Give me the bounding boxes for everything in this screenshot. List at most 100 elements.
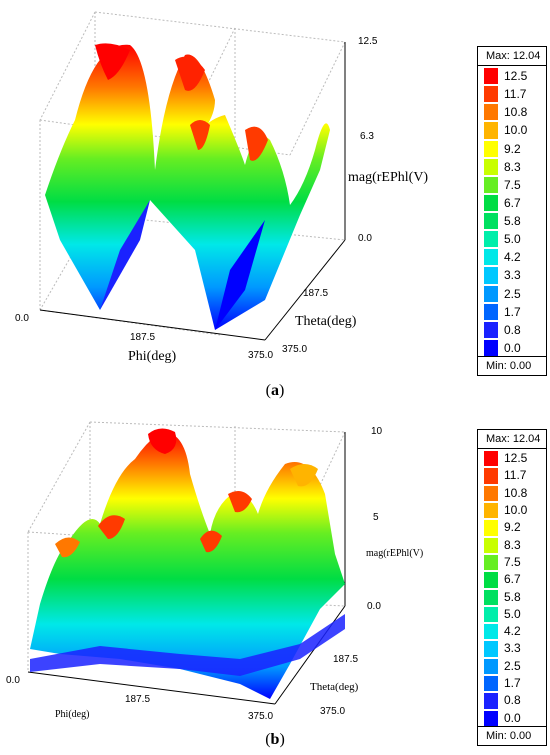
legend-level-label: 3.3 [504, 268, 521, 283]
legend-swatch [484, 231, 498, 248]
y-tick-b-0: 187.5 [333, 654, 358, 665]
z-tick-b-2: 10 [371, 426, 383, 437]
x-tick-b-0: 0.0 [6, 675, 20, 686]
y-tick-a-0: 187.5 [303, 288, 328, 299]
legend-level-label: 11.7 [504, 87, 527, 102]
legend-level-label: 1.7 [504, 676, 521, 691]
legend-min-b: Min: 0.00 [478, 726, 546, 745]
legend-swatch [484, 710, 498, 726]
legend-swatch [484, 158, 498, 175]
legend-level-label: 8.3 [504, 159, 521, 174]
legend-swatch [484, 624, 498, 640]
legend-level-label: 3.3 [504, 641, 521, 656]
legend-swatch [484, 451, 498, 467]
legend-level-label: 0.8 [504, 322, 521, 337]
color-legend-a: Max: 12.04 12.5 11.7 10.8 10.0 9.2 8.3 7.5 6.7 5… [477, 46, 547, 376]
color-legend-b: Max: 12.04 12.5 11.7 10.8 10.0 9.2 8.3 7.5 6.7 5… [477, 429, 547, 746]
legend-scale-a: 12.5 11.7 10.8 10.0 9.2 8.3 7.5 6.7 5.8 5.0 4.2 3.3… [478, 66, 546, 356]
legend-level-label: 6.7 [504, 572, 521, 587]
legend-level-label: 8.3 [504, 537, 521, 552]
legend-swatch [484, 249, 498, 266]
chart-panel-b: 0.0 187.5 375.0 187.5 375.0 0.0 5 10 Phi… [0, 414, 550, 750]
legend-scale-b: 12.5 11.7 10.8 10.0 9.2 8.3 7.5 6.7 5.8 5.0 4.2 3.3… [478, 449, 546, 726]
legend-level-label: 4.2 [504, 624, 521, 639]
legend-swatch [484, 140, 498, 157]
legend-max-a: Max: 12.04 [478, 47, 546, 66]
legend-swatch [484, 339, 498, 356]
legend-swatch [484, 267, 498, 284]
legend-level-label: 10.0 [504, 123, 528, 138]
legend-level-label: 2.5 [504, 658, 521, 673]
legend-level-label: 12.5 [504, 69, 528, 83]
legend-level-label: 4.2 [504, 250, 521, 265]
legend-swatch [484, 303, 498, 320]
legend-level-label: 9.2 [504, 141, 521, 156]
legend-swatch [484, 285, 498, 302]
surface-plot-a: 0.0 187.5 375.0 187.5 375.0 0.0 6.3 12.5… [15, 11, 428, 364]
axes-a [39, 42, 346, 341]
y-axis-label-a: Theta(deg) [295, 314, 357, 329]
z-tick-a-1: 6.3 [360, 131, 374, 142]
legend-level-label: 7.5 [504, 554, 521, 569]
z-axis-label-a: mag(rEPhl(V) [348, 170, 428, 185]
legend-swatch [484, 606, 498, 623]
z-tick-a-0: 0.0 [358, 233, 372, 244]
legend-swatch [484, 658, 498, 675]
legend-swatch [484, 641, 498, 657]
legend-level-label: 5.0 [504, 232, 521, 247]
legend-swatch [484, 468, 498, 484]
x-tick-b-1: 187.5 [125, 694, 150, 705]
legend-level-label: 5.0 [504, 606, 521, 621]
legend-level-label: 7.5 [504, 177, 521, 192]
legend-level-label: 0.0 [504, 340, 521, 355]
z-tick-a-2: 12.5 [358, 36, 378, 47]
y-tick-b-1: 375.0 [320, 706, 345, 717]
legend-swatch [484, 589, 498, 605]
caption-a: (a) [265, 382, 285, 399]
legend-swatch [484, 213, 498, 230]
legend-level-label: 9.2 [504, 520, 521, 535]
x-tick-a-0: 0.0 [15, 313, 29, 324]
surface-a [45, 43, 330, 331]
legend-max-b: Max: 12.04 [478, 430, 546, 449]
y-tick-a-1: 375.0 [282, 344, 307, 355]
legend-swatch [484, 485, 498, 501]
legend-level-label: 10.8 [504, 485, 528, 500]
legend-level-label: 10.8 [504, 105, 528, 120]
legend-level-label: 10.0 [504, 502, 528, 517]
legend-level-label: 6.7 [504, 195, 521, 210]
y-axis-label-b: Theta(deg) [310, 681, 359, 693]
legend-swatch [484, 68, 498, 85]
legend-level-label: 2.5 [504, 286, 521, 301]
legend-swatch [484, 86, 498, 103]
legend-level-label: 0.8 [504, 693, 521, 708]
legend-swatch [484, 572, 498, 588]
x-tick-a-2: 375.0 [248, 350, 273, 361]
x-axis-label-b: Phi(deg) [55, 709, 89, 720]
surface-b [30, 428, 345, 699]
x-axis-label-a: Phi(deg) [128, 349, 177, 364]
legend-swatch [484, 104, 498, 121]
z-axis-label-b: mag(rEPhl(V) [366, 548, 423, 559]
legend-level-label: 11.7 [504, 468, 527, 483]
chart-panel-a: 0.0 187.5 375.0 187.5 375.0 0.0 6.3 12.5… [0, 0, 550, 376]
caption-b: (b) [265, 731, 285, 748]
surface-plot-b: 0.0 187.5 375.0 187.5 375.0 0.0 5 10 Phi… [6, 421, 423, 722]
legend-level-label: 5.8 [504, 589, 521, 604]
legend-swatch [484, 502, 498, 519]
legend-swatch [484, 194, 498, 211]
x-tick-b-2: 375.0 [248, 711, 273, 722]
legend-swatch [484, 693, 498, 709]
legend-swatch [484, 520, 498, 536]
legend-swatch [484, 676, 498, 692]
legend-swatch [484, 122, 498, 139]
legend-swatch [484, 176, 498, 193]
legend-min-a: Min: 0.00 [478, 356, 546, 375]
legend-swatch [484, 554, 498, 571]
legend-level-label: 5.8 [504, 214, 521, 228]
x-tick-a-1: 187.5 [130, 332, 155, 343]
legend-swatch [484, 537, 498, 553]
z-tick-b-0: 0.0 [367, 601, 381, 612]
legend-level-label: 1.7 [504, 304, 521, 319]
z-tick-b-1: 5 [373, 512, 379, 523]
